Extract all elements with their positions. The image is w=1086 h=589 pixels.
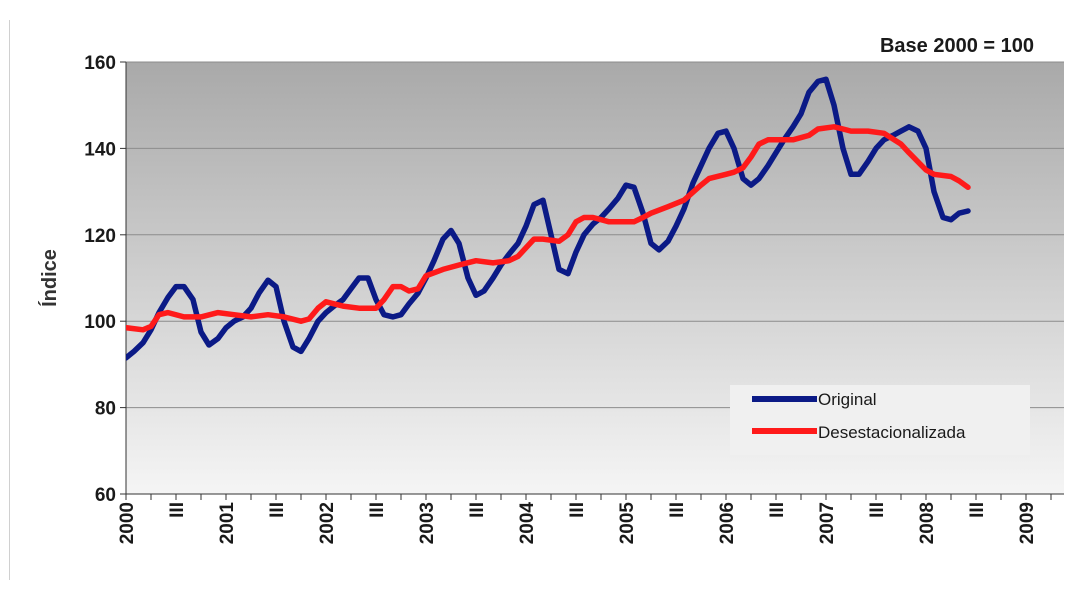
x-tick-label: III [567, 502, 588, 518]
x-tick-label: 2007 [817, 502, 838, 544]
legend: Original Desestacionalizada [730, 385, 1030, 455]
frame-line [9, 20, 10, 580]
axes [125, 62, 1064, 495]
series-line-original [126, 76, 971, 361]
y-tick-label-80: 80 [95, 399, 116, 420]
x-tick-label: III [867, 502, 888, 518]
x-tick-label: III [667, 502, 688, 518]
y-tick-label-120: 120 [84, 226, 116, 247]
series-line-desestacionalizada [126, 124, 971, 333]
x-tick-label: 2002 [317, 502, 338, 544]
y-axis-title: Índice [38, 249, 61, 307]
y-tick-label-100: 100 [84, 312, 116, 333]
base-note: Base 2000 = 100 [880, 35, 1034, 57]
x-tick-label: III [367, 502, 388, 518]
x-tick-label: III [467, 502, 488, 518]
x-axis-ticks: 2000 III 2001 III 2002 III 2003 III 2004 III 2005 I… [117, 494, 1052, 545]
x-tick-label: 2003 [417, 502, 438, 544]
series-layer [126, 76, 971, 361]
x-tick-label: 2006 [717, 502, 738, 544]
x-tick-label: III [167, 502, 188, 518]
y-tick-label-140: 140 [84, 139, 116, 160]
x-tick-label: III [267, 502, 288, 518]
x-tick-label: 2001 [217, 502, 238, 545]
legend-background [730, 385, 1030, 455]
x-tick-label: 2008 [917, 502, 938, 544]
x-tick-label: 2004 [517, 502, 538, 545]
legend-label-original: Original [818, 390, 877, 409]
x-tick-label: 2005 [617, 502, 638, 545]
x-tick-label: 2009 [1017, 502, 1038, 544]
y-tick-label-160: 160 [84, 53, 116, 74]
legend-label-desestacionalizada: Desestacionalizada [818, 423, 966, 442]
y-tick-label-60: 60 [95, 485, 116, 506]
x-tick-label: 2000 [117, 502, 138, 544]
x-tick-label: III [967, 502, 988, 518]
y-axis-ticks: 60 80 100 120 140 160 [84, 53, 126, 506]
x-tick-label: III [767, 502, 788, 518]
